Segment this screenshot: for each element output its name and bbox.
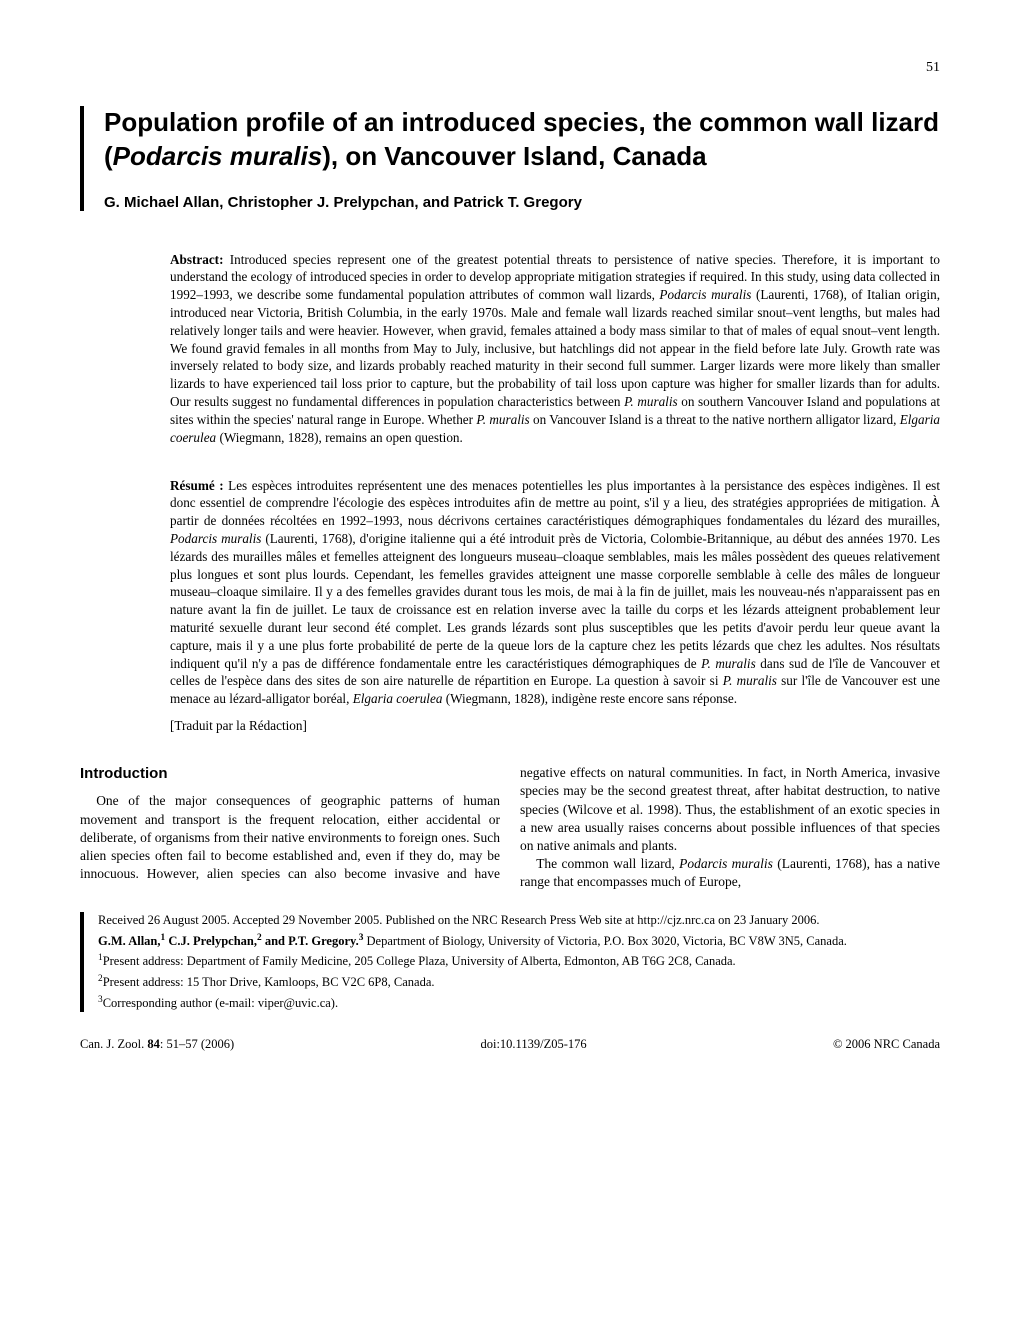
abstract: Abstract: Introduced species represent o…	[170, 251, 940, 447]
resume-label: Résumé :	[170, 478, 224, 493]
affiliation-line: G.M. Allan,1 C.J. Prelypchan,2 and P.T. …	[98, 933, 940, 950]
resume: Résumé : Les espèces introduites représe…	[170, 477, 940, 709]
footnote-1: 1Present address: Department of Family M…	[98, 953, 940, 970]
doi: doi:10.1139/Z05-176	[480, 1037, 586, 1052]
footer-block: Received 26 August 2005. Accepted 29 Nov…	[80, 912, 940, 1012]
page-number: 51	[80, 60, 940, 76]
body-columns: Introduction One of the major consequenc…	[80, 764, 940, 892]
bottom-line: Can. J. Zool. 84: 51–57 (2006) doi:10.11…	[80, 1037, 940, 1052]
journal-page: 51 Population profile of an introduced s…	[0, 0, 1020, 1092]
translation-note: [Traduit par la Rédaction]	[170, 718, 940, 734]
footnote-2: 2Present address: 15 Thor Drive, Kamloop…	[98, 974, 940, 991]
article-authors: G. Michael Allan, Christopher J. Prelypc…	[104, 194, 940, 211]
journal-citation: Can. J. Zool. 84: 51–57 (2006)	[80, 1037, 234, 1052]
intro-paragraph-2: The common wall lizard, Podarcis muralis…	[520, 855, 940, 891]
resume-text: Les espèces introduites représentent une…	[170, 478, 940, 707]
title-block: Population profile of an introduced spec…	[80, 106, 940, 211]
footnote-3: 3Corresponding author (e-mail: viper@uvi…	[98, 995, 940, 1012]
copyright: © 2006 NRC Canada	[833, 1037, 940, 1052]
abstract-label: Abstract:	[170, 252, 223, 267]
abstract-text: Introduced species represent one of the …	[170, 252, 940, 445]
received-line: Received 26 August 2005. Accepted 29 Nov…	[98, 912, 940, 929]
introduction-heading: Introduction	[80, 764, 500, 784]
article-title: Population profile of an introduced spec…	[104, 106, 940, 174]
